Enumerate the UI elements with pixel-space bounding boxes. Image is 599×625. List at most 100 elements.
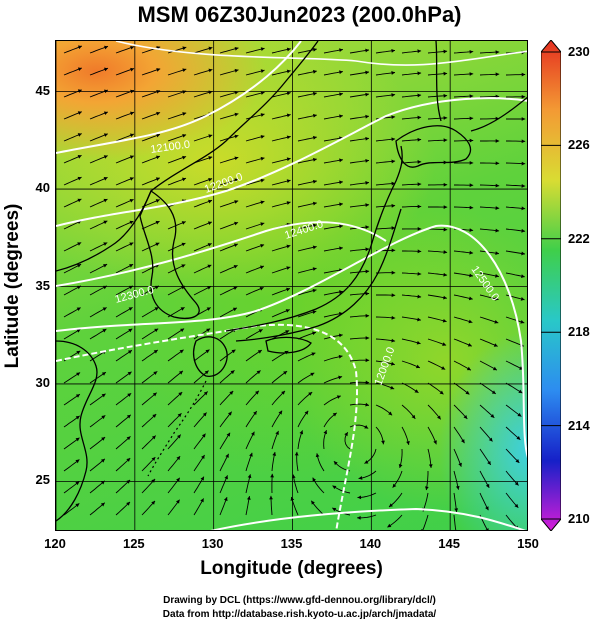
streamline-arrow (488, 437, 493, 442)
streamline-arrow (463, 414, 468, 419)
streamline-arrow (229, 391, 234, 395)
streamline-arrow (154, 328, 159, 333)
streamline-arrow (203, 391, 208, 396)
streamline-arrow (129, 242, 134, 246)
streamline-arrow (102, 329, 107, 333)
streamline-arrow (417, 137, 422, 142)
streamline-arrow (417, 71, 422, 76)
streamline-arrow (357, 515, 361, 520)
streamline-arrow (494, 296, 499, 301)
streamline-arrow (129, 264, 134, 268)
coastline-sakhalin-kurils (435, 41, 527, 132)
x-tick-label: 120 (44, 536, 66, 551)
streamline-arrow (151, 500, 155, 505)
colorbar-tick-label: 218 (568, 324, 590, 340)
streamline-arrow (461, 439, 465, 444)
streamline-arrow (246, 496, 251, 500)
streamline-arrow (491, 390, 496, 394)
streamline-arrow (75, 481, 80, 486)
streamline-arrow (443, 272, 448, 277)
streamline-arrow (521, 117, 526, 121)
colorbar-body (541, 40, 561, 531)
streamline-arrow (417, 317, 421, 322)
streamline-arrow (130, 89, 135, 94)
coastline-ryukyu (147, 380, 207, 477)
streamline-arrow (275, 430, 279, 435)
streamline-arrow (285, 309, 290, 313)
streamline-arrow (234, 112, 239, 117)
streamline-arrow (77, 67, 82, 72)
streamline-arrow (365, 247, 370, 252)
streamline-arrow (455, 485, 460, 490)
streamline-arrow (286, 47, 291, 52)
streamline-arrow (521, 251, 525, 256)
streamline-arrow (469, 49, 474, 54)
streamline-arrow (308, 392, 313, 396)
streamline-arrow (233, 243, 238, 248)
streamline-arrow (260, 91, 265, 95)
streamline-arrow (204, 370, 209, 375)
streamline-arrow (77, 89, 82, 93)
streamline-arrow (77, 45, 82, 50)
streamline-arrow (155, 199, 160, 203)
streamline-arrow (260, 69, 265, 73)
streamline-arrow (365, 70, 369, 75)
streamline-arrow (339, 180, 343, 185)
streamline-arrow (178, 392, 183, 396)
streamline-arrow (469, 183, 474, 188)
streamline-arrow (364, 425, 369, 429)
streamline-arrow (495, 183, 500, 188)
streamline-arrow (392, 483, 397, 488)
streamline-arrow (521, 228, 526, 233)
streamline-arrow (365, 114, 369, 119)
streamline-arrow (466, 366, 471, 371)
streamline-arrow (332, 412, 337, 417)
streamline-arrow (100, 502, 105, 507)
streamline-arrow (312, 201, 317, 206)
y-tick-label: 25 (35, 472, 50, 488)
streamline-arrow (182, 134, 187, 138)
streamline-arrow (260, 200, 265, 205)
x-tick-label: 150 (517, 536, 539, 551)
streamline-arrow (521, 72, 526, 77)
streamline-arrow (443, 116, 448, 120)
streamline-arrow (286, 244, 291, 249)
streamline-arrow (77, 176, 82, 181)
streamline-arrow (294, 451, 299, 456)
contour-line (115, 41, 527, 66)
streamline-arrow (286, 135, 291, 140)
streamline-arrow (129, 177, 134, 181)
colorbar-tick-label: 210 (568, 511, 590, 526)
streamline-arrow (129, 220, 134, 225)
streamline-arrow (234, 134, 239, 139)
streamline-arrow (417, 49, 422, 54)
streamline-arrow (130, 45, 135, 50)
streamline-arrow (365, 313, 370, 318)
streamline-arrow (127, 393, 132, 397)
streamline-arrow (259, 265, 264, 270)
streamline-arrow (417, 182, 422, 187)
streamline-arrow (339, 158, 343, 163)
streamline-arrow (333, 461, 338, 466)
streamline-arrow (454, 530, 458, 531)
streamline-arrow (485, 528, 489, 530)
streamline-arrow (311, 352, 316, 356)
streamline-arrow (101, 437, 106, 441)
streamline-arrow (103, 242, 108, 246)
y-tick-label: 30 (35, 374, 50, 390)
streamline-arrow (365, 358, 370, 363)
streamline-arrow (312, 157, 317, 162)
streamline-arrow (76, 329, 81, 333)
streamline-arrow (181, 264, 186, 268)
streamline-arrow (208, 46, 213, 51)
contour-label: 12000.0 (373, 346, 398, 387)
streamline-arrow (521, 206, 526, 211)
streamline-arrow (312, 69, 317, 74)
streamline-arrow (129, 198, 134, 203)
streamline-arrow (365, 92, 369, 97)
colorbar-tick-label: 214 (568, 417, 590, 433)
streamline-arrow (249, 452, 253, 457)
streamline-arrow (101, 372, 106, 376)
streamline-arrow (100, 458, 105, 463)
x-tick-label: 140 (359, 536, 382, 551)
